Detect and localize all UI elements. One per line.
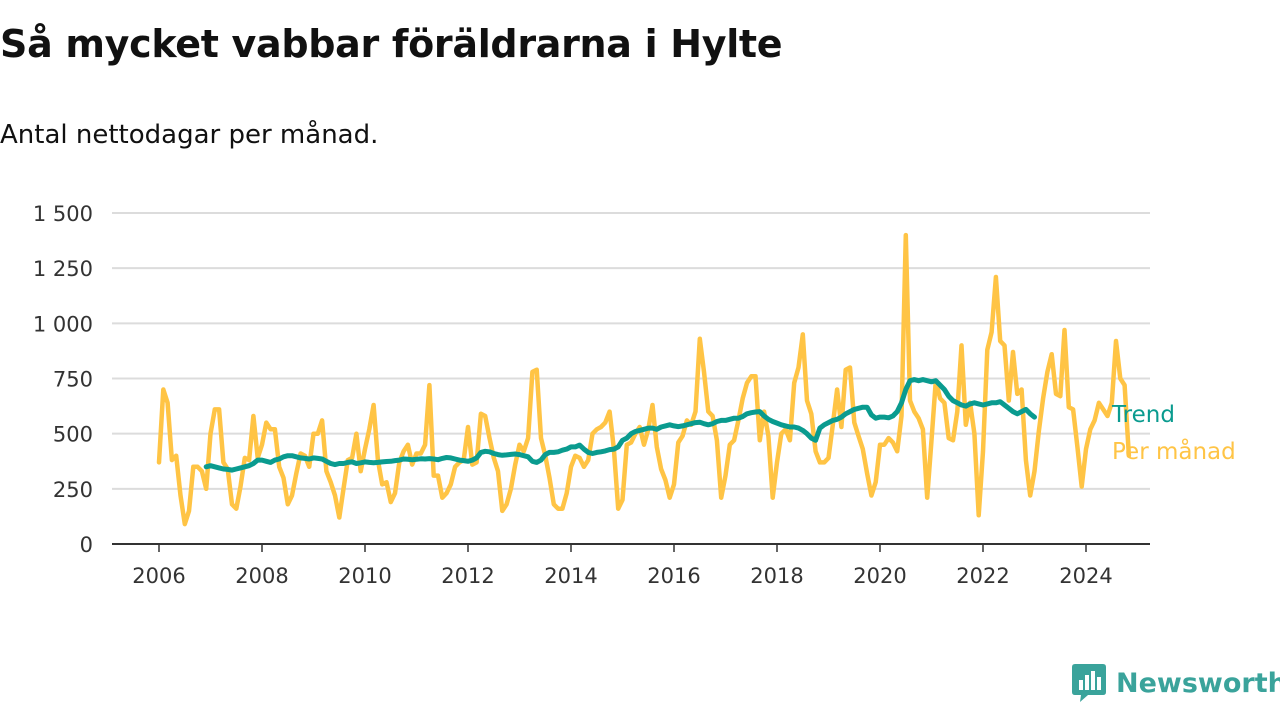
x-tick-label: 2016 bbox=[647, 564, 700, 588]
brand-name: Newsworthy bbox=[1116, 667, 1280, 699]
x-tick-label: 2024 bbox=[1059, 564, 1112, 588]
legend-label-trend: Trend bbox=[1111, 402, 1175, 428]
x-tick-label: 2012 bbox=[441, 564, 494, 588]
x-tick-label: 2020 bbox=[853, 564, 906, 588]
trend-series-line bbox=[203, 377, 1037, 473]
x-tick-label: 2010 bbox=[338, 564, 391, 588]
newsworthy-logo: Newsworthy bbox=[1072, 664, 1280, 702]
y-tick-label: 750 bbox=[53, 368, 93, 392]
x-tick-label: 2014 bbox=[544, 564, 597, 588]
y-tick-label: 250 bbox=[53, 478, 93, 502]
monthly-series-line bbox=[156, 232, 1132, 527]
x-tick-label: 2022 bbox=[956, 564, 1009, 588]
legend-label-per-manad: Per månad bbox=[1112, 437, 1236, 465]
y-tick-label: 1 000 bbox=[33, 312, 93, 336]
newsworthy-bar-chart-icon bbox=[1072, 664, 1106, 702]
chart-subtitle: Antal nettodagar per månad. bbox=[0, 120, 379, 150]
y-tick-label: 1 250 bbox=[33, 257, 93, 281]
y-tick-label: 500 bbox=[53, 423, 93, 447]
x-tick-label: 2006 bbox=[132, 564, 185, 588]
y-tick-label: 1 500 bbox=[33, 202, 93, 226]
x-tick-label: 2018 bbox=[750, 564, 803, 588]
y-tick-label: 0 bbox=[80, 533, 93, 557]
chart-title: Så mycket vabbar föräldrarna i Hylte bbox=[0, 22, 783, 66]
x-tick-label: 2008 bbox=[235, 564, 288, 588]
